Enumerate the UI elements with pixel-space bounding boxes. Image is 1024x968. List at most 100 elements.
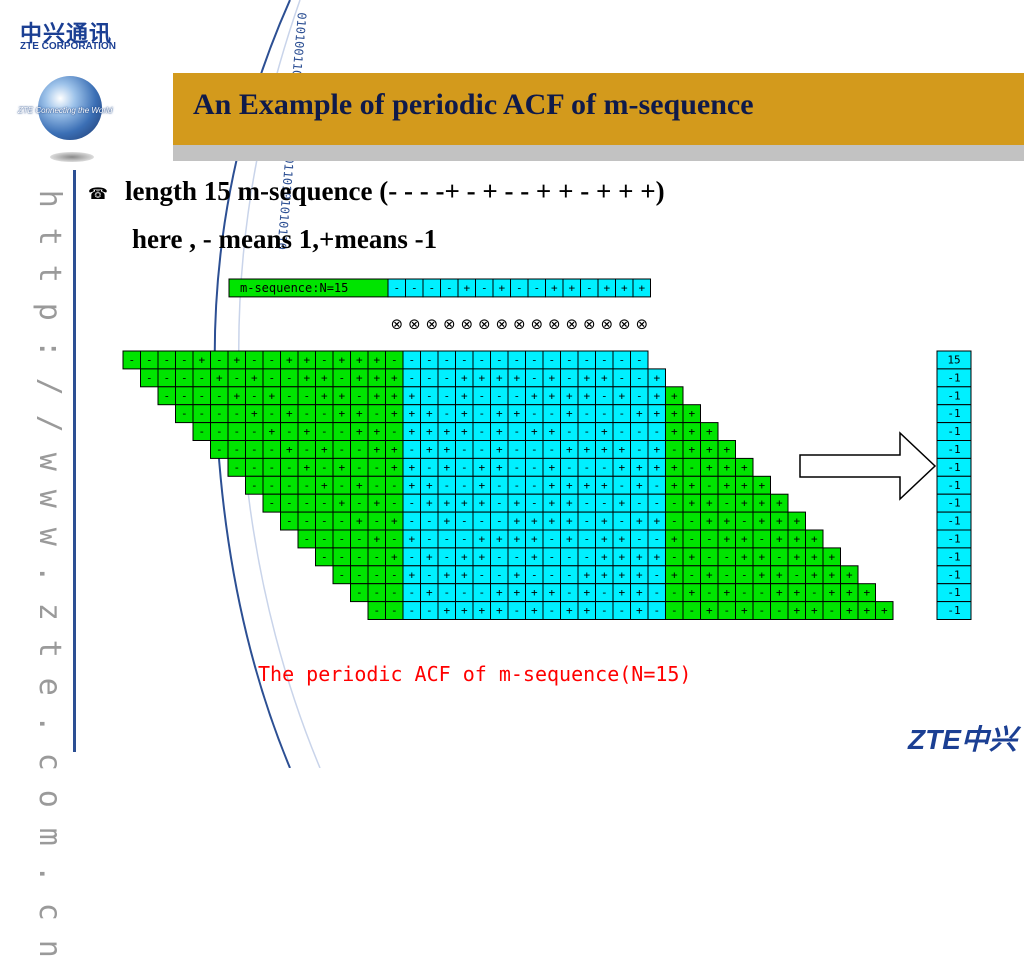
shift-row-cell-symbol: - (408, 604, 415, 617)
shift-row-cell-symbol: - (373, 604, 380, 617)
shift-row-cell-symbol: - (618, 353, 625, 366)
shift-row-cell-symbol: - (443, 532, 450, 545)
shift-row-cell-symbol: - (583, 425, 590, 438)
sequence-cell-symbol: + (621, 281, 628, 294)
shift-row-cell-symbol: - (426, 532, 433, 545)
sequence-cell-symbol: + (568, 281, 575, 294)
vertical-divider (73, 170, 76, 752)
shift-row-cell-symbol: - (321, 425, 328, 438)
shift-row-cell-symbol: + (793, 604, 800, 617)
shift-row-cell-symbol: + (426, 407, 433, 420)
sequence-cell-symbol: + (463, 281, 470, 294)
shift-row-cell-symbol: + (636, 604, 643, 617)
shift-row-cell-symbol: - (531, 568, 538, 581)
shift-row-cell-symbol: - (286, 515, 293, 528)
shift-row-cell-symbol: + (356, 407, 363, 420)
shift-row-cell-symbol: + (741, 550, 748, 563)
shift-row-cell-symbol: - (671, 515, 678, 528)
shift-row-cell-symbol: - (496, 353, 503, 366)
shift-row-cell-symbol: + (776, 497, 783, 510)
shift-row-cell-symbol: + (321, 443, 328, 456)
shift-row-cell-symbol: - (601, 389, 608, 402)
sequence-cell-symbol: - (586, 281, 593, 294)
shift-row-cell-symbol: - (338, 371, 345, 384)
shift-row-cell (875, 601, 894, 620)
shift-row-cell-symbol: - (618, 371, 625, 384)
shift-row-cell-symbol: + (478, 550, 485, 563)
shift-row-cell-symbol: + (461, 604, 468, 617)
shift-row-cell-symbol: - (601, 604, 608, 617)
shift-row-cell-symbol: + (636, 586, 643, 599)
shift-row-cell-symbol: + (286, 443, 293, 456)
shift-row-cell-symbol: + (688, 407, 695, 420)
shift-row-cell-symbol: + (601, 550, 608, 563)
shift-row-cell-symbol: - (391, 568, 398, 581)
shift-row-cell-symbol: - (688, 515, 695, 528)
shift-row-cell-symbol: - (478, 407, 485, 420)
globe-caption: ZTE Connecting the World (18, 106, 113, 115)
bullet-line-2: here , - means 1,+means -1 (132, 224, 438, 254)
shift-row-cell-symbol: + (636, 515, 643, 528)
side-url-char: o (31, 789, 67, 808)
shift-row-cell-symbol: + (828, 550, 835, 563)
shift-row-cell-symbol: + (758, 550, 765, 563)
shift-row-cell-symbol: + (338, 389, 345, 402)
shift-row-cell-symbol: - (583, 461, 590, 474)
shift-row-cell-symbol: - (758, 604, 765, 617)
shift-row-cell-symbol: - (548, 532, 555, 545)
shift-row-cell-symbol: - (443, 407, 450, 420)
shift-row-cell-symbol: - (636, 389, 643, 402)
shift-row-cell-symbol: - (268, 461, 275, 474)
acf-value: -1 (947, 604, 960, 617)
shift-row-cell-symbol: - (391, 479, 398, 492)
shift-row-cell-symbol: - (356, 461, 363, 474)
shift-row-cell-symbol: + (671, 532, 678, 545)
shift-row-cell-symbol: - (373, 407, 380, 420)
shift-row-cell-symbol: + (671, 425, 678, 438)
shift-row-cell-symbol: - (583, 532, 590, 545)
title-shadow (173, 145, 1024, 161)
shift-row-cell-symbol: - (426, 371, 433, 384)
shift-row-cell-symbol: + (548, 371, 555, 384)
shift-row-cell-symbol: - (671, 604, 678, 617)
shift-row-cell-symbol: + (391, 461, 398, 474)
sequence-cell-symbol: - (533, 281, 540, 294)
shift-row-cell-symbol: + (286, 407, 293, 420)
shift-row-cell-symbol: - (303, 443, 310, 456)
acf-value: -1 (947, 515, 960, 528)
shift-row-cell-symbol: - (216, 389, 223, 402)
otimes-symbol: ⊗ (443, 315, 456, 333)
shift-row-cell-symbol: + (321, 389, 328, 402)
shift-row-cell-symbol: - (321, 550, 328, 563)
shift-row-cell-symbol: + (601, 371, 608, 384)
acf-value: -1 (947, 371, 960, 384)
shift-row-cell-symbol: + (636, 461, 643, 474)
shift-row-cell-symbol: + (566, 443, 573, 456)
shift-row-cell-symbol: + (601, 515, 608, 528)
shift-row-cell-symbol: + (601, 568, 608, 581)
shift-row-cell-symbol: - (671, 550, 678, 563)
shift-row-cell-symbol: - (531, 461, 538, 474)
shift-row-cell-symbol: + (478, 604, 485, 617)
shift-row-cell-symbol: + (671, 407, 678, 420)
shift-row-cell-symbol: + (741, 497, 748, 510)
shift-row-cell-symbol: - (338, 550, 345, 563)
shift-row-cell-symbol: - (583, 353, 590, 366)
shift-row-cell-symbol: + (723, 515, 730, 528)
shift-row-cell-symbol: + (566, 532, 573, 545)
shift-row-cell-symbol: - (356, 497, 363, 510)
shift-row-cell-symbol: - (373, 461, 380, 474)
side-url-char: . (31, 864, 67, 883)
shift-row-cell-symbol: - (688, 568, 695, 581)
shift-row-cell-symbol: + (636, 550, 643, 563)
shift-row-cell-symbol: - (741, 568, 748, 581)
shift-row-cell-symbol: + (268, 389, 275, 402)
otimes-symbol: ⊗ (513, 315, 526, 333)
shift-row-cell-symbol: + (426, 586, 433, 599)
shift-row-cell-symbol: + (548, 515, 555, 528)
slide-title: An Example of periodic ACF of m-sequence (193, 88, 754, 121)
shift-row-cell-symbol: + (408, 407, 415, 420)
shift-row-cell-symbol: - (321, 353, 328, 366)
shift-row-cell-symbol: - (741, 515, 748, 528)
shift-row-cell-symbol: + (391, 371, 398, 384)
